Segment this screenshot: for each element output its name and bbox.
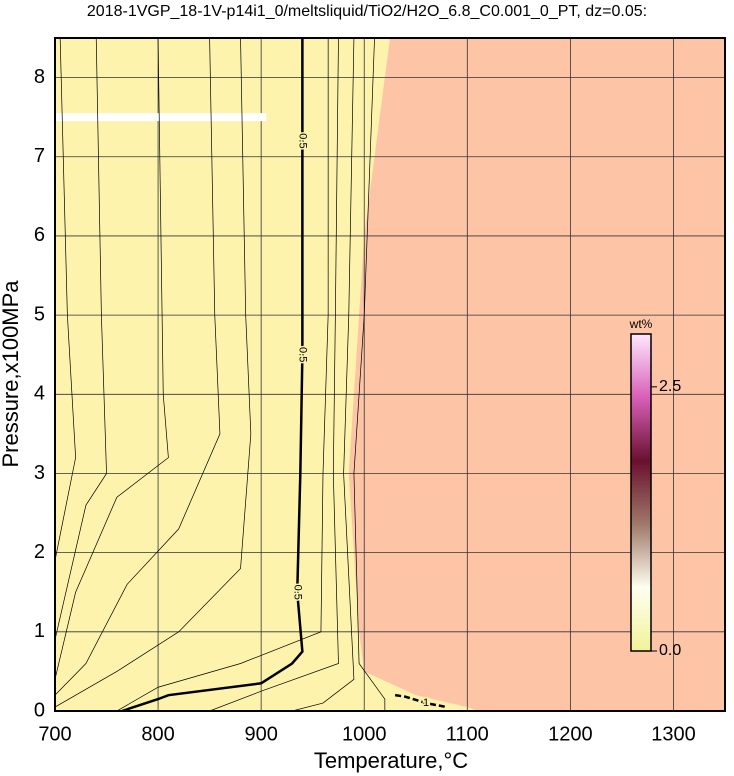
x-tick-label: 900: [244, 723, 277, 745]
y-tick-label: 7: [34, 145, 45, 167]
contour-label: 0.5: [291, 585, 303, 600]
x-tick-label: 1200: [548, 723, 593, 745]
contour-label: 0.5: [296, 133, 308, 148]
contour-label: 0.5: [296, 347, 308, 362]
y-tick-label: 1: [34, 620, 45, 642]
contour-line: [353, 38, 386, 711]
plot-area: 0.5 0.5 0.5 1: [55, 38, 725, 711]
x-tick-label: 800: [141, 723, 174, 745]
contour-line: [55, 38, 221, 696]
x-tick-label: 700: [38, 723, 71, 745]
y-tick-label: 5: [34, 303, 45, 325]
region: [348, 38, 725, 711]
colorbar: [630, 333, 652, 652]
contour-line: [291, 38, 355, 711]
contour-line: [55, 38, 107, 640]
contour-line: [55, 38, 169, 680]
contour-line: [116, 38, 329, 711]
y-tick-label: 2: [34, 541, 45, 563]
y-tick-label: 3: [34, 462, 45, 484]
x-tick-label: 1300: [651, 723, 696, 745]
contour-line: [394, 693, 447, 709]
colorbar-tick-label: 0.0: [659, 642, 681, 659]
y-axis-label: Pressure,x100MPa: [0, 280, 23, 468]
y-tick-label: 8: [34, 66, 45, 88]
y-tick-label: 6: [34, 224, 45, 246]
y-tick-label: 0: [34, 699, 45, 721]
x-tick-label: 1000: [342, 723, 387, 745]
x-axis-label: Temperature,°C: [314, 748, 468, 773]
contour-label: 1: [423, 697, 429, 709]
contour-line: [121, 38, 304, 711]
x-tick-label: 1100: [446, 723, 489, 745]
contour-line: [55, 38, 252, 708]
colorbar-label: wt%: [629, 317, 653, 331]
plot-frame: [54, 37, 726, 712]
contour-line: [209, 38, 339, 711]
chart-title: 2018-1VGP_18-1V-p14i1_0/meltsliquid/TiO2…: [87, 3, 647, 20]
contour-line: [55, 38, 76, 561]
colorbar-tick-label: 2.5: [659, 378, 681, 395]
y-tick-label: 4: [34, 383, 45, 405]
